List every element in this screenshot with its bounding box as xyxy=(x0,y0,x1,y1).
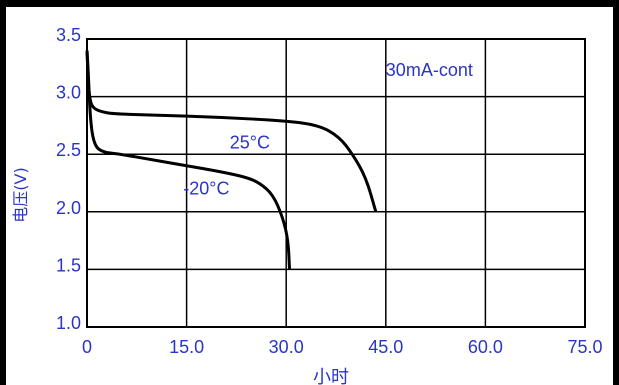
y-tick-label: 2.0 xyxy=(56,198,81,218)
annotation-label: 25°C xyxy=(230,132,270,152)
series-group xyxy=(85,50,378,270)
x-axis-title: 小时 xyxy=(313,367,349,385)
annotation-label: 30mA-cont xyxy=(386,60,473,80)
y-tick-label: 3.5 xyxy=(56,25,81,45)
x-tick-label: 0 xyxy=(82,337,92,357)
x-tick-label: 60.0 xyxy=(468,337,503,357)
x-axis-ticks: 0 15.0 30.0 45.0 60.0 75.0 xyxy=(82,337,603,357)
annotation-label: -20°C xyxy=(183,179,229,199)
x-tick-label: 75.0 xyxy=(567,337,602,357)
y-tick-label: 1.0 xyxy=(56,313,81,333)
y-tick-label: 3.0 xyxy=(56,83,81,103)
y-tick-label: 2.5 xyxy=(56,140,81,160)
series-line-0 xyxy=(85,50,378,213)
plot-area xyxy=(86,38,586,328)
x-tick-label: 30.0 xyxy=(269,337,304,357)
y-axis-title: 电压(V) xyxy=(11,167,30,222)
annotations: 30mA-cont 25°C -20°C xyxy=(183,60,473,199)
x-tick-label: 15.0 xyxy=(169,337,204,357)
x-tick-label: 45.0 xyxy=(368,337,403,357)
grid xyxy=(86,38,586,328)
series-line-1 xyxy=(85,50,292,270)
y-tick-label: 1.5 xyxy=(56,255,81,275)
y-axis-ticks: 1.0 1.5 2.0 2.5 3.0 3.5 xyxy=(56,25,81,333)
